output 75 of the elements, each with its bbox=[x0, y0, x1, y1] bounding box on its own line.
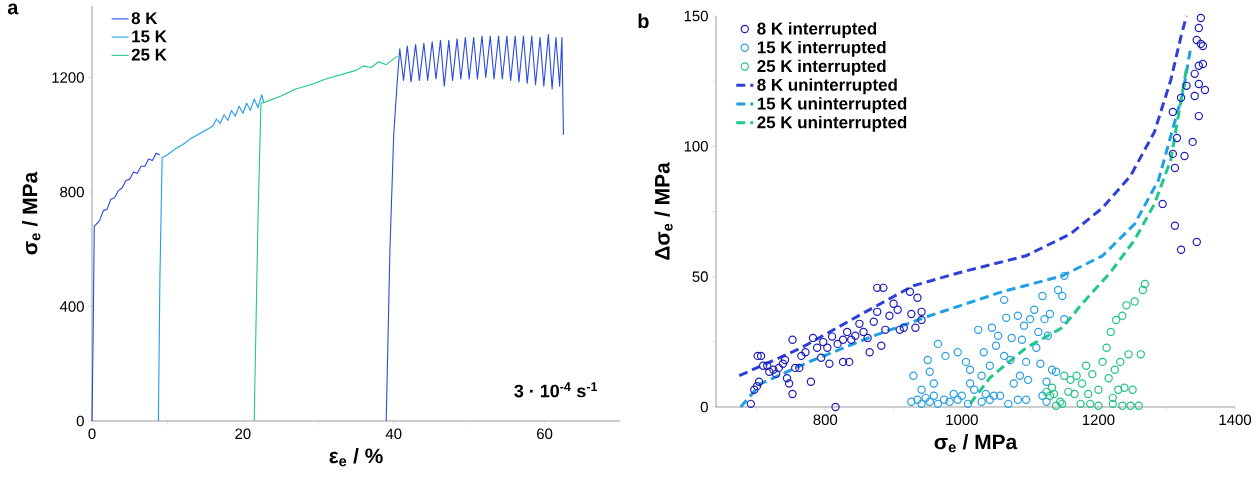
point bbox=[1055, 397, 1065, 406]
point bbox=[1083, 389, 1093, 399]
point bbox=[1118, 401, 1127, 410]
y-axis-title: Δσ$_{e}$ / MPa bbox=[654, 162, 673, 260]
point bbox=[1134, 401, 1143, 410]
point bbox=[1116, 357, 1125, 367]
point bbox=[1108, 399, 1117, 409]
x-tick-label: 40 bbox=[385, 428, 402, 440]
point bbox=[1110, 365, 1120, 374]
point bbox=[1086, 399, 1095, 409]
legend-label: 25 K uninterrupted bbox=[757, 115, 907, 132]
x-tick-label: 1400 bbox=[1219, 414, 1252, 426]
point bbox=[1130, 297, 1139, 306]
point bbox=[1076, 399, 1085, 409]
chart-title: b bbox=[638, 13, 649, 29]
x-tick-label: 20 bbox=[235, 428, 251, 440]
point bbox=[1081, 361, 1091, 370]
x-tick-label: 800 bbox=[813, 414, 838, 426]
legend-label: 15 K uninterrupted bbox=[757, 97, 907, 113]
point bbox=[1102, 343, 1111, 353]
legend-label: 15 K bbox=[132, 30, 167, 43]
y-tick-label: 100 bbox=[684, 141, 708, 152]
x-tick-label: 1200 bbox=[1082, 414, 1115, 426]
point bbox=[1047, 383, 1057, 392]
legend-label: 8 K bbox=[131, 12, 158, 25]
x-axis-title: σ$_{e}$ / MPa bbox=[934, 433, 1018, 453]
x-tick-label: 60 bbox=[537, 428, 553, 440]
point bbox=[1060, 371, 1069, 380]
legend-label: 15 K interrupted bbox=[757, 40, 886, 57]
chart-title: a bbox=[7, 3, 19, 15]
point bbox=[1114, 385, 1123, 394]
point bbox=[1126, 401, 1135, 410]
point bbox=[1051, 401, 1061, 410]
point bbox=[1058, 399, 1067, 409]
point bbox=[1118, 311, 1127, 320]
legend-label: 25 K bbox=[131, 48, 167, 61]
line-series bbox=[157, 94, 265, 422]
point bbox=[1124, 350, 1133, 359]
point bbox=[1077, 379, 1087, 388]
point bbox=[1104, 374, 1113, 383]
point bbox=[1064, 387, 1073, 397]
y-tick-label: 0 bbox=[700, 401, 708, 413]
point bbox=[1072, 371, 1081, 380]
point bbox=[1088, 369, 1097, 379]
point bbox=[1140, 279, 1150, 289]
point bbox=[1045, 391, 1055, 400]
x-axis-title: ε$_{e}$ / % bbox=[329, 447, 383, 467]
point bbox=[1066, 375, 1075, 385]
point bbox=[1122, 301, 1131, 310]
point bbox=[1094, 385, 1103, 394]
y-axis-title: σ$_{e}$ / MPa bbox=[22, 171, 41, 255]
point bbox=[1106, 327, 1115, 337]
x-tick-label: 1000 bbox=[946, 414, 978, 426]
annotation: 3 · 10$^{-4}$ s$^{-1}$ bbox=[514, 382, 598, 398]
point bbox=[1128, 385, 1137, 394]
y-tick-label: 50 bbox=[692, 271, 708, 282]
line-series bbox=[968, 66, 1189, 406]
point bbox=[1049, 389, 1059, 399]
y-tick-label: 1200 bbox=[52, 72, 84, 83]
point bbox=[1098, 357, 1107, 367]
point bbox=[1136, 350, 1145, 359]
point bbox=[1108, 393, 1117, 403]
point bbox=[1042, 387, 1051, 397]
legend-label: 25 K interrupted bbox=[757, 59, 886, 76]
y-tick-label: 800 bbox=[60, 186, 84, 198]
y-tick-label: 150 bbox=[684, 10, 708, 22]
y-tick-label: 400 bbox=[59, 301, 84, 312]
point bbox=[1070, 389, 1079, 399]
point bbox=[1138, 285, 1148, 295]
legend-label: 8 K interrupted bbox=[757, 22, 877, 38]
point bbox=[1120, 383, 1129, 392]
x-tick-label: 0 bbox=[88, 428, 96, 440]
legend-label: 8 K uninterrupted bbox=[757, 78, 897, 95]
point bbox=[1111, 315, 1121, 325]
point bbox=[1094, 401, 1103, 410]
